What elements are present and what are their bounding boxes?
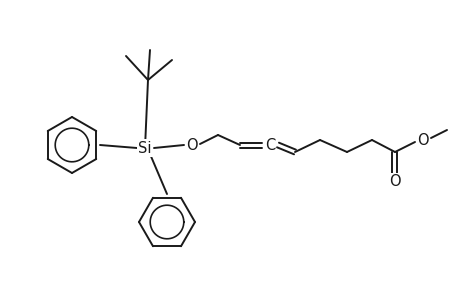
Text: Si: Si	[138, 140, 151, 155]
Text: C: C	[264, 137, 274, 152]
Text: O: O	[186, 137, 197, 152]
Text: O: O	[416, 133, 428, 148]
Text: O: O	[388, 175, 400, 190]
